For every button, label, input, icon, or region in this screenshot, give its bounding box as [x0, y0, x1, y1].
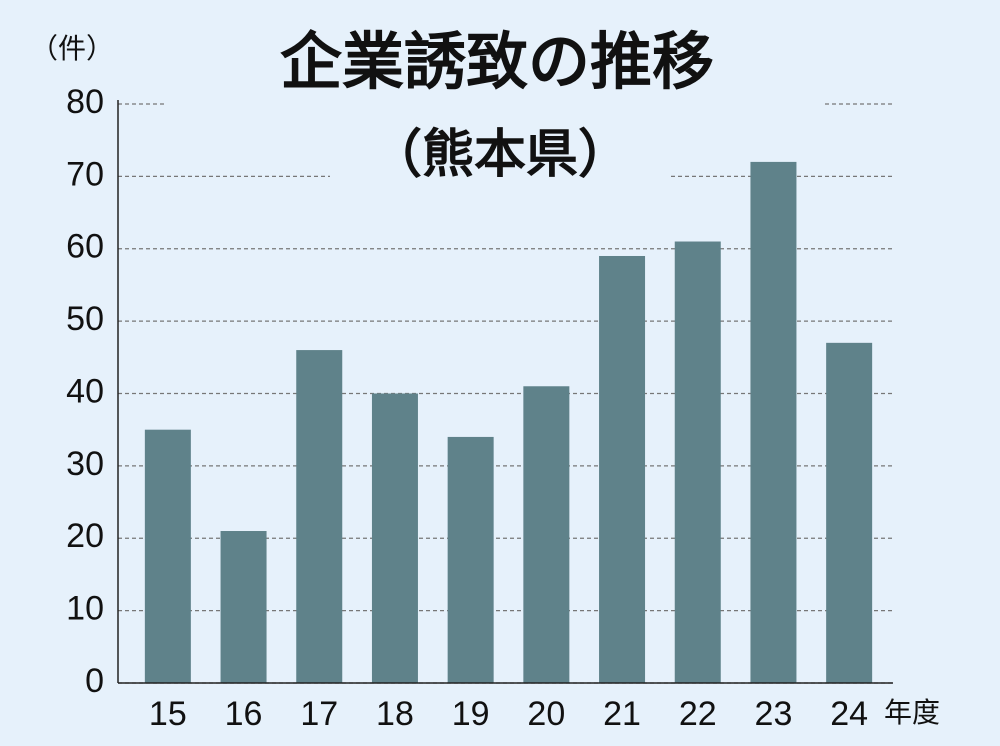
x-tick-label: 16	[225, 695, 263, 733]
y-tick-label: 0	[85, 662, 104, 700]
y-tick-label: 50	[66, 300, 104, 338]
subtitle-backdrop	[330, 122, 670, 194]
y-axis-unit: （件）	[30, 32, 114, 65]
y-tick-label: 10	[66, 590, 104, 628]
x-tick-label: 24	[830, 695, 868, 733]
bar	[296, 350, 343, 683]
y-tick-label: 60	[66, 228, 104, 266]
bar	[144, 429, 191, 683]
bar	[523, 386, 570, 683]
x-axis-unit: 年度	[884, 696, 940, 729]
chart-subtitle: （熊本県）	[370, 125, 630, 185]
y-tick-label: 80	[66, 83, 104, 121]
bar	[371, 393, 418, 683]
bar	[826, 342, 873, 683]
title-backdrop	[165, 20, 825, 105]
y-tick-label: 70	[66, 155, 104, 193]
bar	[599, 255, 646, 684]
x-tick-label: 15	[149, 695, 187, 733]
bar	[447, 436, 494, 683]
bar	[220, 531, 267, 683]
chart-title: 企業誘致の推移	[280, 25, 714, 98]
x-tick-label: 20	[527, 695, 565, 733]
x-tick-label: 18	[376, 695, 414, 733]
bar	[674, 241, 721, 683]
bar	[750, 161, 797, 683]
x-tick-label: 19	[452, 695, 490, 733]
y-tick-label: 20	[66, 517, 104, 555]
x-tick-label: 21	[603, 695, 641, 733]
x-tick-label: 17	[300, 695, 338, 733]
y-tick-label: 30	[66, 445, 104, 483]
x-tick-label: 23	[755, 695, 793, 733]
x-tick-label: 22	[679, 695, 717, 733]
y-tick-label: 40	[66, 372, 104, 410]
